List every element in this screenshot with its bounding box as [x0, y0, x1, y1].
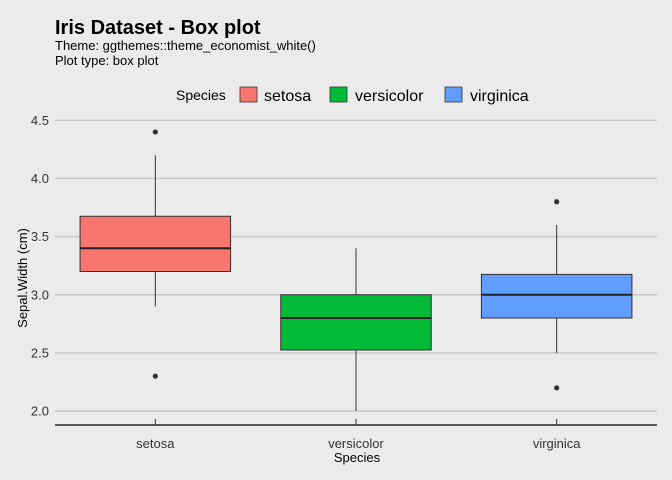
chart-title: Iris Dataset - Box plot [55, 17, 261, 39]
box-versicolor [280, 294, 432, 351]
legend-key-versicolor [329, 86, 348, 103]
x-tick-labels: setosa versicolor virginica [136, 436, 581, 451]
y-tick-label-3.0: 3.0 [31, 287, 49, 302]
legend: Species setosa versicolor virginica [176, 86, 529, 105]
legend-title: Species [176, 87, 226, 103]
y-tick-label-4.0: 4.0 [31, 171, 49, 186]
outlier-point-virginica-2 [554, 385, 560, 391]
y-tick-label-3.5: 3.5 [31, 229, 49, 244]
legend-label-virginica: virginica [470, 88, 529, 105]
x-tick-label-setosa: setosa [136, 436, 175, 451]
chart-subtitle-line-2: Plot type: box plot [55, 53, 159, 68]
legend-key-setosa [239, 86, 258, 103]
y-tick-labels: 2.0 2.5 3.0 3.5 4.0 4.5 [31, 113, 49, 419]
x-tick-label-versicolor: versicolor [328, 436, 384, 451]
y-tick-label-4.5: 4.5 [31, 113, 49, 128]
outlier-point-setosa-1 [152, 129, 158, 135]
legend-label-setosa: setosa [264, 88, 311, 105]
box-virginica [480, 273, 633, 319]
y-axis-title: Sepal.Width (cm) [15, 228, 30, 328]
legend-key-virginica [444, 86, 463, 103]
x-axis-title: Species [334, 450, 381, 465]
boxes [79, 129, 633, 425]
x-tick-label-virginica: virginica [533, 436, 581, 451]
outlier-point-setosa-2 [152, 373, 158, 379]
y-tick-label-2.5: 2.5 [31, 345, 49, 360]
box-setosa [79, 215, 232, 273]
chart-subtitle-line-1: Theme: ggthemes::theme_economist_white() [55, 38, 316, 53]
y-tick-label-2.0: 2.0 [31, 404, 49, 419]
legend-label-versicolor: versicolor [355, 88, 424, 105]
outlier-point-virginica-1 [554, 199, 560, 205]
